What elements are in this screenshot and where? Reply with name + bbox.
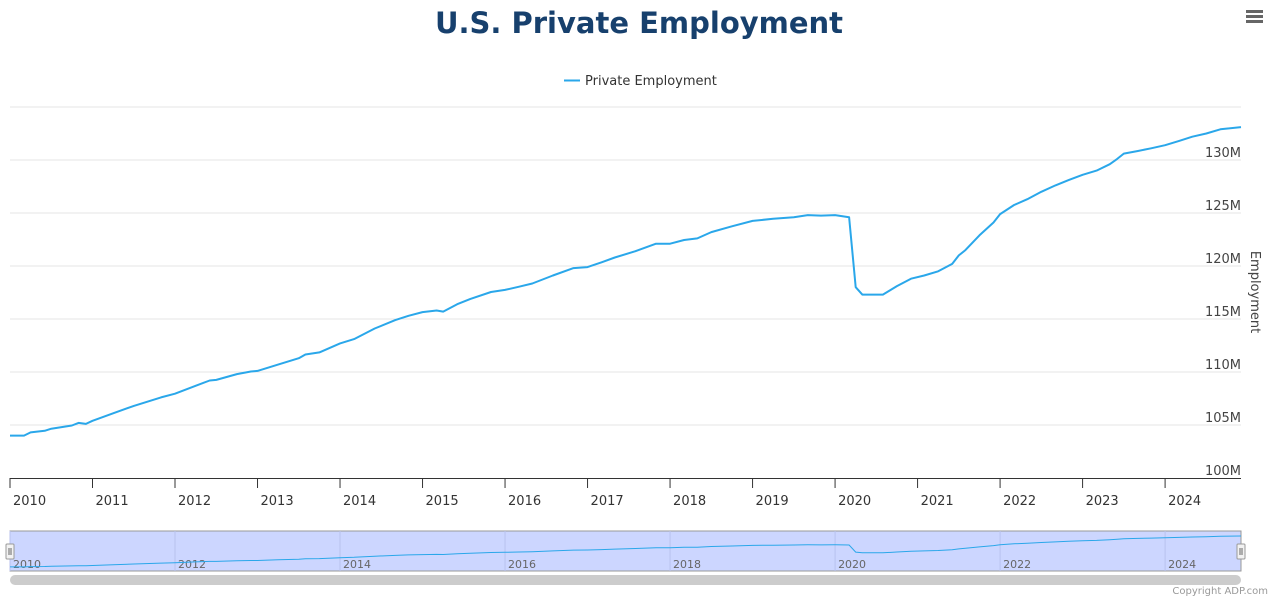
x-tick-label: 2012 xyxy=(178,494,211,509)
x-tick-label: 2014 xyxy=(343,494,376,509)
y-tick-label: 115M xyxy=(1205,305,1241,320)
x-tick-label: 2020 xyxy=(838,494,871,509)
navigator-tick-label: 2014 xyxy=(343,558,371,571)
x-tick-label: 2010 xyxy=(13,494,46,509)
y-tick-label: 120M xyxy=(1205,252,1241,267)
navigator-handle-left[interactable] xyxy=(5,543,15,560)
y-tick-label: 105M xyxy=(1205,411,1241,426)
x-tick-label: 2011 xyxy=(96,494,129,509)
y-tick-label: 110M xyxy=(1205,358,1241,373)
navigator-series-line xyxy=(10,535,1242,568)
x-tick-label: 2017 xyxy=(591,494,624,509)
navigator-scrollbar[interactable] xyxy=(10,575,1241,585)
navigator-tick-label: 2024 xyxy=(1168,558,1196,571)
chart-title: U.S. Private Employment xyxy=(434,6,844,40)
x-tick-label: 2024 xyxy=(1168,494,1201,509)
y-axis-title: Employment xyxy=(1247,251,1262,333)
x-tick-label: 2022 xyxy=(1003,494,1036,509)
hamburger-menu-icon[interactable] xyxy=(1243,8,1267,30)
y-tick-label: 130M xyxy=(1205,146,1241,161)
x-tick-label: 2023 xyxy=(1086,494,1119,509)
series-line-private-employment xyxy=(10,126,1242,437)
x-tick-label: 2016 xyxy=(508,494,541,509)
x-tick-label: 2015 xyxy=(426,494,459,509)
x-tick-label: 2021 xyxy=(921,494,954,509)
navigator-tick-label: 2018 xyxy=(673,558,701,571)
x-tick-label: 2013 xyxy=(261,494,294,509)
navigator-tick-label: 2012 xyxy=(178,558,206,571)
navigator-tick-label: 2016 xyxy=(508,558,536,571)
x-tick-label: 2018 xyxy=(673,494,706,509)
navigator-tick-label: 2010 xyxy=(13,558,41,571)
y-tick-label: 125M xyxy=(1205,199,1241,214)
navigator-tick-label: 2020 xyxy=(838,558,866,571)
navigator-range xyxy=(9,530,1242,572)
x-tick-label: 2019 xyxy=(756,494,789,509)
y-tick-label: 100M xyxy=(1205,464,1241,479)
navigator-handle-right[interactable] xyxy=(1236,543,1246,560)
legend-label: Private Employment xyxy=(585,74,717,89)
copyright-text: Copyright ADP.com xyxy=(1172,586,1268,597)
navigator-tick-label: 2022 xyxy=(1003,558,1031,571)
